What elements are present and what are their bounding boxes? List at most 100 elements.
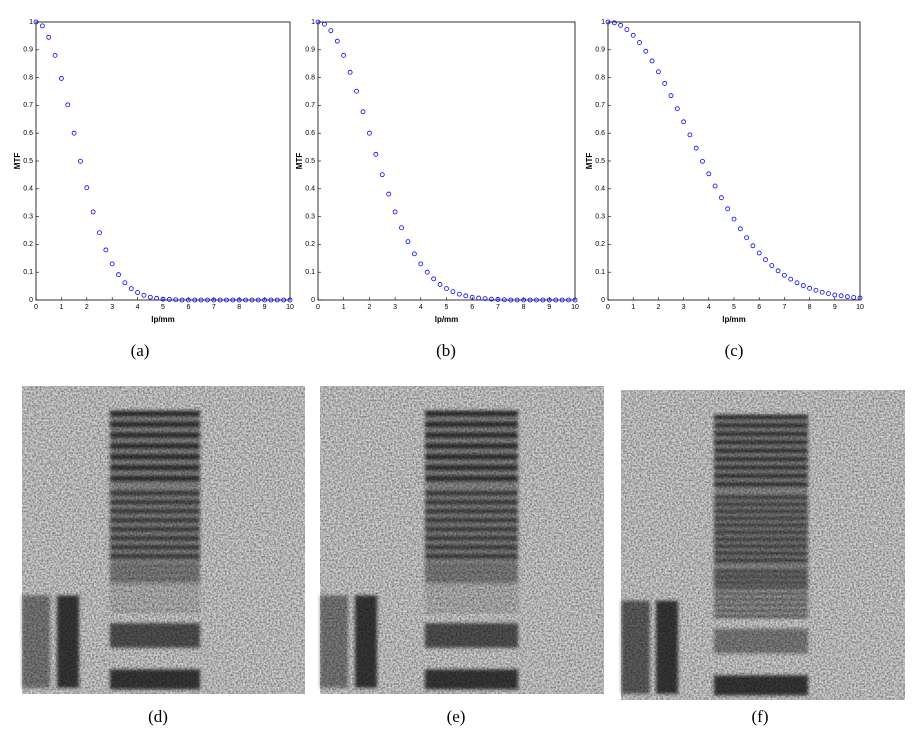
x-tick-label: 10	[856, 304, 864, 311]
x-tick-label: 2	[367, 304, 371, 311]
data-point	[693, 145, 699, 151]
data-point	[756, 250, 762, 256]
x-tick-label: 4	[136, 304, 140, 311]
y-tick-label: 0.3	[305, 213, 315, 220]
data-point	[160, 296, 166, 302]
y-tick-label: 0.6	[305, 130, 315, 137]
data-point	[744, 235, 749, 241]
data-point	[501, 297, 507, 303]
data-point	[135, 290, 141, 295]
data-point	[687, 132, 693, 138]
y-tick-label: 0.1	[23, 269, 33, 276]
data-point	[737, 226, 743, 232]
data-point	[315, 19, 321, 25]
data-point	[566, 297, 571, 303]
data-point	[192, 297, 198, 303]
data-point	[643, 48, 649, 54]
y-tick-label: 0.1	[305, 269, 315, 276]
data-point	[637, 40, 642, 45]
data-point	[444, 286, 449, 292]
data-point	[731, 216, 737, 222]
y-tick-label: 0.3	[595, 213, 605, 220]
data-point	[763, 257, 768, 263]
data-point	[775, 268, 781, 274]
plot-area	[317, 21, 576, 301]
caption: (a)	[131, 341, 150, 360]
data-point	[205, 297, 210, 303]
data-point	[97, 230, 102, 236]
data-point	[334, 38, 340, 44]
x-axis-label: lp/mm	[435, 315, 459, 324]
data-point	[392, 209, 398, 215]
data-point	[845, 294, 850, 300]
data-point	[236, 297, 242, 303]
data-point	[46, 34, 52, 40]
caption: (b)	[436, 341, 456, 360]
data-point	[141, 292, 147, 298]
data-point	[476, 295, 482, 301]
y-tick-label: 0.9	[23, 47, 33, 54]
data-point	[379, 172, 385, 178]
data-point	[540, 297, 546, 303]
plot-area	[35, 21, 291, 301]
data-point	[450, 289, 456, 295]
caption: (d)	[148, 707, 168, 726]
x-tick-label: 6	[470, 304, 474, 311]
image-noise	[320, 386, 604, 694]
data-point	[424, 269, 430, 275]
y-tick-label: 0.9	[595, 47, 605, 54]
x-tick-label: 0	[316, 304, 320, 311]
data-point	[71, 130, 77, 136]
x-tick-label: 7	[782, 304, 786, 311]
data-point	[52, 52, 58, 58]
data-point	[611, 20, 617, 26]
data-point	[826, 291, 831, 297]
x-tick-label: 2	[85, 304, 89, 311]
data-point	[630, 32, 636, 38]
data-point	[122, 280, 128, 286]
x-tick-label: 9	[547, 304, 551, 311]
data-point	[649, 58, 655, 64]
image-noise	[22, 386, 305, 694]
data-point	[508, 297, 514, 303]
data-point	[431, 276, 437, 282]
data-point	[230, 297, 236, 303]
data-point	[782, 272, 787, 278]
data-point	[33, 19, 39, 25]
y-tick-label: 0.5	[305, 158, 315, 165]
y-tick-label: 0	[311, 297, 315, 304]
data-point	[185, 297, 191, 303]
y-tick-label: 1	[601, 19, 605, 26]
data-point	[681, 119, 686, 125]
x-tick-label: 10	[286, 304, 294, 311]
y-tick-label: 0	[29, 297, 33, 304]
data-point	[794, 280, 800, 286]
data-point	[700, 158, 705, 164]
data-point	[386, 191, 392, 197]
data-point	[489, 296, 494, 302]
x-tick-label: 1	[342, 304, 346, 311]
x-tick-label: 2	[656, 304, 660, 311]
data-point	[706, 171, 712, 177]
x-tick-label: 5	[732, 304, 736, 311]
data-point	[249, 297, 255, 303]
x-tick-label: 7	[496, 304, 500, 311]
data-point	[328, 28, 334, 34]
caption: (f)	[752, 707, 769, 726]
x-tick-label: 5	[445, 304, 449, 311]
data-point	[217, 297, 223, 303]
data-point	[668, 93, 674, 99]
data-point	[463, 293, 469, 299]
data-point	[788, 276, 794, 282]
data-point	[553, 297, 559, 303]
data-point	[662, 81, 668, 86]
y-tick-label: 0.5	[595, 158, 605, 165]
data-point	[534, 297, 539, 303]
y-axis-label: MTF	[295, 153, 304, 170]
data-point	[173, 297, 179, 303]
x-axis-label: lp/mm	[151, 315, 175, 324]
data-point	[366, 130, 372, 136]
data-point	[59, 76, 64, 81]
data-point	[719, 195, 724, 201]
